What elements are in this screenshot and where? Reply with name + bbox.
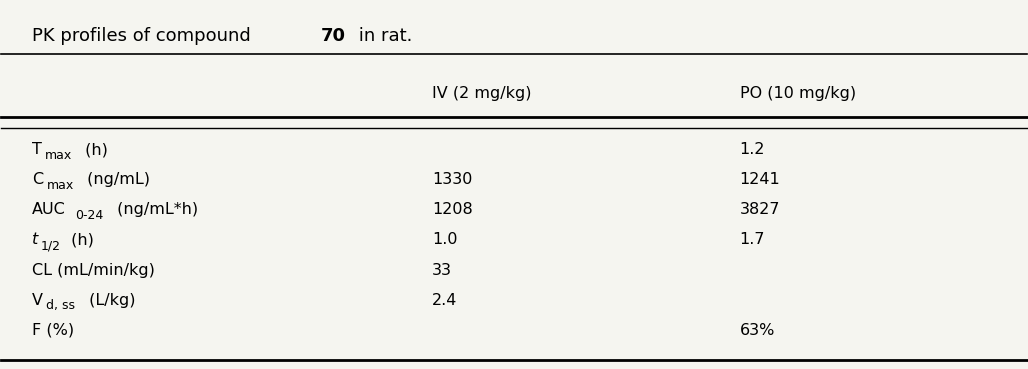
Text: 63%: 63% (739, 323, 775, 338)
Text: 1.2: 1.2 (739, 142, 765, 158)
Text: 33: 33 (432, 262, 452, 277)
Text: (h): (h) (66, 232, 94, 248)
Text: AUC: AUC (32, 203, 66, 217)
Text: 1241: 1241 (739, 172, 780, 187)
Text: (ng/mL): (ng/mL) (81, 172, 149, 187)
Text: max: max (45, 149, 72, 162)
Text: PO (10 mg/kg): PO (10 mg/kg) (739, 86, 855, 101)
Text: 1208: 1208 (432, 203, 473, 217)
Text: 1.0: 1.0 (432, 232, 457, 248)
Text: (L/kg): (L/kg) (83, 293, 135, 307)
Text: 0-24: 0-24 (76, 209, 104, 222)
Text: 3827: 3827 (739, 203, 780, 217)
Text: 70: 70 (321, 27, 346, 45)
Text: 1/2: 1/2 (40, 239, 61, 252)
Text: F (%): F (%) (32, 323, 74, 338)
Text: max: max (46, 179, 74, 192)
Text: d, ss: d, ss (46, 299, 75, 312)
Text: 1330: 1330 (432, 172, 472, 187)
Text: T: T (32, 142, 42, 158)
Text: 2.4: 2.4 (432, 293, 457, 307)
Text: V: V (32, 293, 43, 307)
Text: 1.7: 1.7 (739, 232, 765, 248)
Text: C: C (32, 172, 43, 187)
Text: CL (mL/min/kg): CL (mL/min/kg) (32, 262, 155, 277)
Text: (ng/mL*h): (ng/mL*h) (112, 203, 198, 217)
Text: t: t (32, 232, 38, 248)
Text: (h): (h) (80, 142, 108, 158)
Text: PK profiles of compound: PK profiles of compound (32, 27, 257, 45)
Text: in rat.: in rat. (354, 27, 412, 45)
Text: IV (2 mg/kg): IV (2 mg/kg) (432, 86, 531, 101)
